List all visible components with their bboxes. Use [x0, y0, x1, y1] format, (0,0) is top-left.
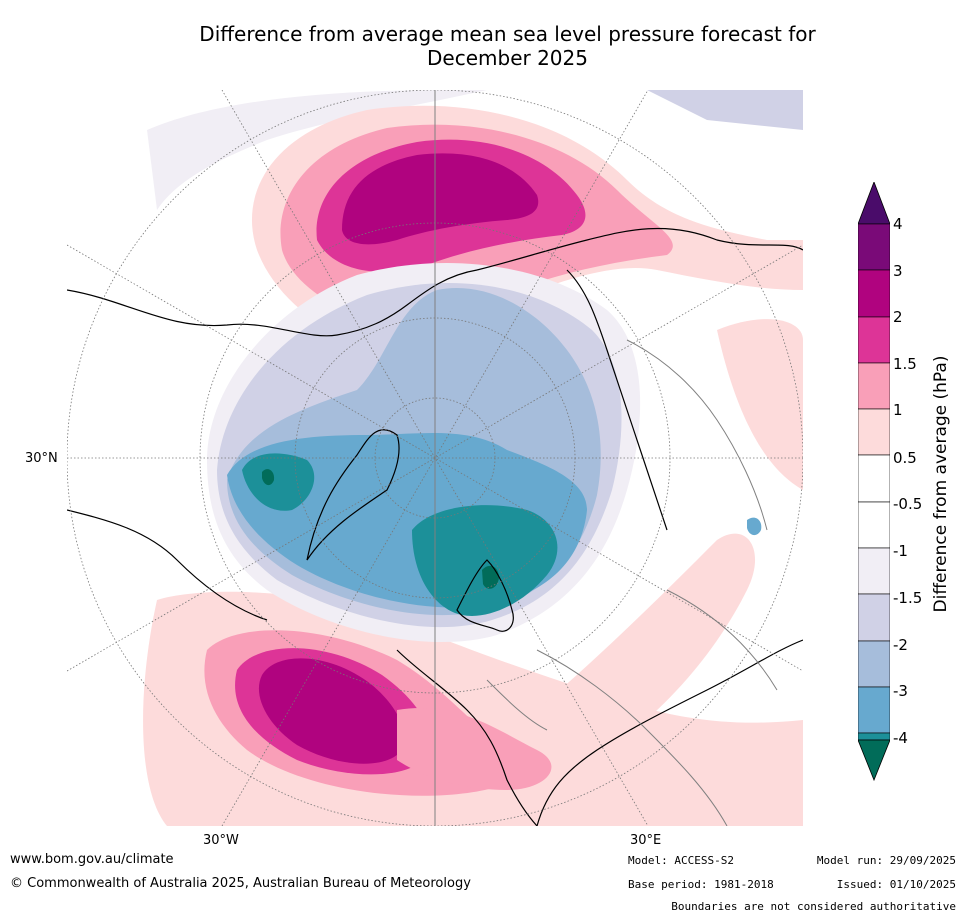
title-line-2: December 2025 — [427, 46, 588, 70]
anomaly-region-e-weak-high — [717, 319, 803, 490]
colorbar-tick-1.5: 1.5 — [893, 355, 917, 373]
colorbar-segment-1.5-2 — [857, 316, 891, 364]
colorbar-segment-0b — [857, 501, 891, 549]
colorbar-svg — [857, 180, 891, 782]
colorbar-segment-m1.5-m2 — [857, 640, 891, 688]
footer-base-period: Base period: 1981-2018 — [628, 878, 774, 891]
pressure-anomaly-map — [67, 90, 803, 826]
footer-issued: Issued: 01/10/2025 — [836, 878, 956, 891]
colorbar-segment-0 — [857, 454, 891, 503]
colorbar-segment-1-1.5 — [857, 362, 891, 410]
europe-weak-high — [397, 708, 552, 790]
pacific-high-core — [342, 153, 539, 245]
colorbar-segment-0.5-1 — [857, 408, 891, 456]
title-line-1: Difference from average mean sea level p… — [199, 22, 816, 46]
footer-copyright: © Commonwealth of Australia 2025, Austra… — [10, 876, 471, 891]
coastlines — [67, 227, 803, 826]
country-borders — [486, 339, 778, 826]
colorbar-segment-m3-m4 — [857, 732, 891, 741]
footer-model: Model: ACCESS-S2 — [628, 854, 734, 867]
colorbar-tick-m0.5: -0.5 — [893, 495, 923, 513]
asia-small-low — [747, 517, 762, 536]
lon-label-30e: 30°E — [630, 833, 662, 848]
scandinavia-low-peak — [482, 565, 499, 589]
colorbar — [857, 180, 891, 782]
asia-weak-high — [537, 533, 756, 767]
colorbar-tick-3: 3 — [893, 262, 903, 280]
footer-model-run: Model run: 29/09/2025 — [816, 854, 956, 867]
footer-url: www.bom.gov.au/climate — [10, 852, 174, 867]
lat-label-30n: 30°N — [25, 451, 58, 466]
greenland-low-core — [242, 453, 315, 511]
atlantic-high-core — [258, 658, 404, 764]
colorbar-tick-m4: -4 — [893, 729, 908, 747]
colorbar-segment-m1-m1.5 — [857, 593, 891, 642]
colorbar-tick-2: 2 — [893, 308, 903, 326]
colorbar-arrow-bottom — [857, 739, 891, 782]
scandinavia-low-core — [412, 505, 558, 616]
colorbar-segment-3-4 — [857, 223, 891, 271]
colorbar-title: Difference from average (hPa) — [931, 355, 951, 613]
anomaly-region-n-weak — [147, 90, 487, 210]
colorbar-arrow-top — [857, 180, 891, 225]
colorbar-segment-m0.5-m1 — [857, 547, 891, 595]
anomaly-region-ne-low — [647, 90, 803, 130]
colorbar-segment-2-3 — [857, 269, 891, 318]
colorbar-tick-1: 1 — [893, 401, 903, 419]
colorbar-tick-m3: -3 — [893, 682, 908, 700]
colorbar-tick-m2: -2 — [893, 636, 908, 654]
greenland-low-peak — [262, 469, 275, 486]
colorbar-tick-m1: -1 — [893, 542, 908, 560]
colorbar-tick-4: 4 — [893, 215, 903, 233]
lon-label-30w: 30°W — [203, 833, 239, 848]
footer-disclaimer: Boundaries are not considered authoritat… — [671, 900, 956, 913]
map-svg — [67, 90, 803, 826]
colorbar-segment-m2-m3 — [857, 686, 891, 734]
colorbar-tick-m1.5: -1.5 — [893, 589, 923, 607]
colorbar-tick-0.5: 0.5 — [893, 449, 917, 467]
map-title: Difference from average mean sea level p… — [0, 22, 965, 70]
